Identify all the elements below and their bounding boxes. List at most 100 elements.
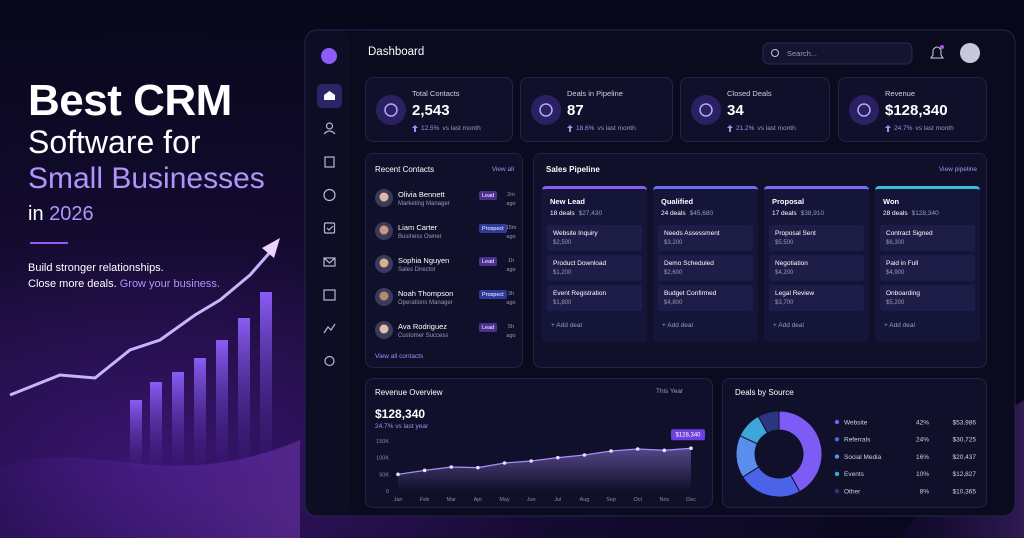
- donut-slice: [757, 410, 780, 434]
- legend-amount: $30,725: [953, 437, 977, 444]
- column-name: Qualified: [661, 197, 694, 206]
- legend-dot: [834, 454, 840, 459]
- column-summary: 17 deals $38,910: [772, 210, 824, 217]
- change-note: vs last month: [915, 125, 954, 132]
- add-deal[interactable]: + Add deal: [551, 322, 582, 329]
- notification-dot: [940, 45, 944, 49]
- deal-total: $38,910: [800, 210, 825, 217]
- stat-icon: [857, 103, 871, 117]
- stat-card: Revenue $128,340 24.7% vs last month: [838, 77, 987, 142]
- revenue-point: [635, 447, 640, 451]
- deal-card[interactable]: Needs Assessment $3,200: [658, 225, 753, 251]
- hero-tagline: Build stronger relationships.: [28, 262, 164, 274]
- stat-change: 24.7% vs last month: [885, 125, 954, 132]
- x-tick-label: Jun: [527, 497, 536, 503]
- deal-card[interactable]: Demo Scheduled $2,600: [658, 255, 753, 281]
- panel-title: Recent Contacts: [375, 165, 435, 174]
- icon: [727, 125, 733, 132]
- deal-card[interactable]: Budget Confirmed $4,800: [658, 285, 753, 311]
- add-deal[interactable]: + Add deal: [773, 322, 804, 329]
- contact-avatar-face: [379, 291, 389, 301]
- legend-percent: 8%: [920, 489, 930, 496]
- search-placeholder: Search...: [787, 49, 818, 58]
- deal-name: Product Download: [553, 260, 607, 267]
- contact-avatar-face: [379, 225, 389, 235]
- deal-card[interactable]: Negotiation $4,200: [769, 255, 864, 281]
- deal-amount: $1,200: [553, 270, 572, 276]
- view-all-link[interactable]: View all: [491, 166, 514, 173]
- decor-arrow-head: [262, 238, 280, 258]
- legend-label: Events: [844, 471, 865, 478]
- recent-contacts-panel: Recent Contacts View all Olivia Bennett Mar…: [365, 153, 523, 368]
- revenue-point: [476, 465, 480, 470]
- change-value: 12.5%: [421, 125, 440, 132]
- search-box[interactable]: [762, 42, 913, 65]
- deal-card[interactable]: Proposal Sent $5,500: [769, 225, 864, 251]
- hero-year: 2026: [49, 203, 94, 225]
- view-pipeline-link[interactable]: View pipeline: [938, 166, 977, 173]
- deal-name: Website Inquiry: [553, 230, 598, 237]
- x-tick-label: Nov: [659, 497, 669, 503]
- icon: [375, 222, 393, 240]
- legend-label: Other: [844, 489, 861, 496]
- user-avatar[interactable]: [960, 43, 980, 63]
- add-deal[interactable]: + Add deal: [884, 322, 915, 329]
- decor-bars: [130, 292, 272, 480]
- revenue-change: 24.7% vs last year: [375, 423, 429, 430]
- up-arrow: [727, 125, 733, 132]
- hero-title: Best CRM: [28, 76, 232, 125]
- legend-percent: 24%: [916, 437, 929, 444]
- deal-card[interactable]: Product Download $1,200: [547, 255, 642, 281]
- deal-amount: $6,300: [886, 240, 905, 246]
- column-name: New Lead: [550, 197, 586, 206]
- stat-card: Total Contacts 2,543 12.5% vs last month: [365, 77, 513, 142]
- hero-title-highlight: Small Businesses: [28, 162, 265, 195]
- revenue-point: [662, 448, 667, 453]
- deal-card[interactable]: Website Inquiry $2,500: [547, 225, 642, 251]
- contact-name[interactable]: Ava Rodriguez: [398, 322, 448, 331]
- up-arrow: [567, 125, 573, 132]
- legend-dot: [834, 489, 840, 494]
- column-name: Won: [883, 197, 900, 206]
- icon: [375, 288, 393, 306]
- contact-avatar-face: [379, 192, 389, 202]
- contact-name[interactable]: Liam Carter: [398, 223, 438, 232]
- deal-total: $27,430: [578, 210, 603, 217]
- stat-value: 87: [567, 102, 584, 119]
- deals-source-panel: Deals by Source Website 42% $53,986 Referral…: [722, 378, 987, 508]
- add-deal[interactable]: + Add deal: [662, 322, 693, 329]
- revenue-point: [529, 459, 533, 463]
- deal-card[interactable]: Legal Review $3,700: [769, 285, 864, 311]
- contact-name[interactable]: Noah Thompson: [398, 289, 454, 298]
- contact-role: Business Owner: [398, 234, 442, 240]
- deal-name: Needs Assessment: [664, 230, 720, 237]
- legend-percent: 16%: [916, 454, 929, 461]
- deal-card[interactable]: Contract Signed $6,300: [880, 225, 975, 251]
- view-all-contacts[interactable]: View all contacts: [375, 353, 424, 360]
- bell-icon[interactable]: [930, 46, 944, 59]
- revenue-area: [398, 448, 691, 491]
- deal-amount: $4,800: [664, 300, 683, 306]
- search-icon: [771, 49, 779, 57]
- contact-name[interactable]: Olivia Bennett: [398, 190, 445, 199]
- deal-name: Legal Review: [775, 290, 815, 297]
- deal-card[interactable]: Event Registration $1,800: [547, 285, 642, 311]
- x-tick-label: May: [499, 497, 510, 503]
- deal-card[interactable]: Paid in Full $4,900: [880, 255, 975, 281]
- period-select[interactable]: This Year: [656, 388, 684, 395]
- legend-dot: [834, 419, 840, 425]
- icon: [412, 125, 418, 132]
- icon: [849, 95, 879, 125]
- deal-amount: $1,800: [553, 300, 572, 306]
- stat-icon: [699, 103, 713, 117]
- deal-card[interactable]: Onboarding $5,200: [880, 285, 975, 311]
- legend-percent: 42%: [916, 419, 929, 426]
- deal-amount: $5,200: [886, 300, 905, 306]
- contact-name[interactable]: Sophia Nguyen: [398, 256, 450, 265]
- deal-name: Proposal Sent: [775, 230, 816, 237]
- column-summary: 28 deals $128,340: [883, 210, 939, 217]
- contact-role: Sales Director: [398, 267, 436, 273]
- x-tick-label: Dec: [686, 497, 696, 503]
- logo: [321, 48, 337, 64]
